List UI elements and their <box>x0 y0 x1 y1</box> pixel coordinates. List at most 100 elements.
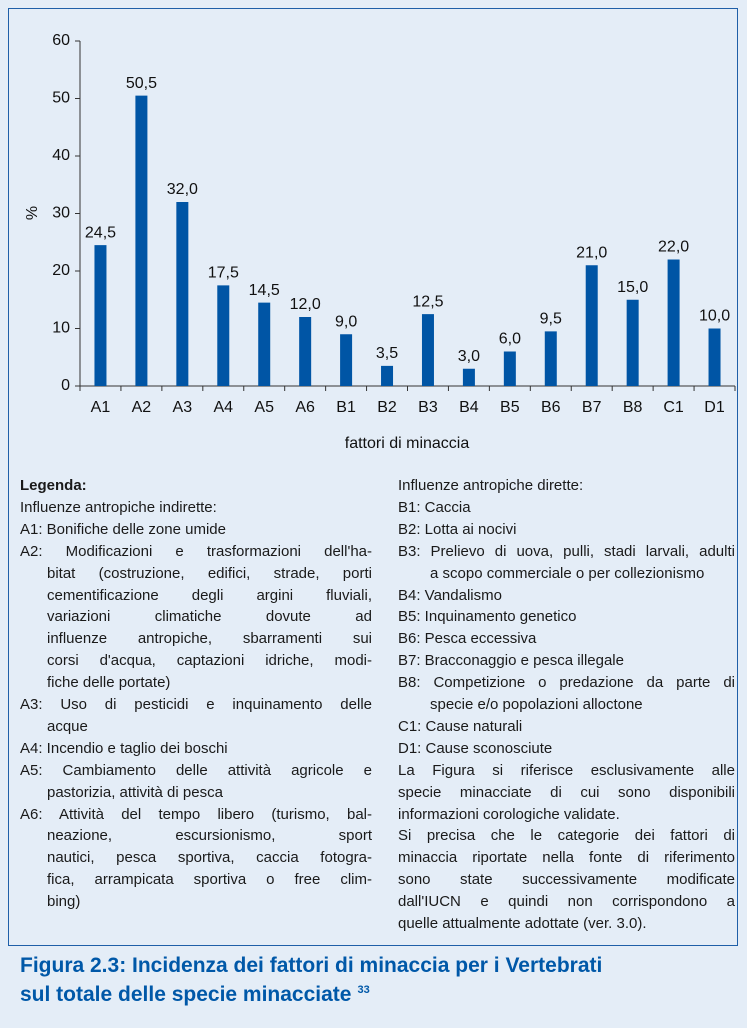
x-tick-label: B6 <box>541 399 561 416</box>
x-tick-label: B5 <box>500 399 520 416</box>
bar <box>462 368 475 386</box>
legend-line: B7: Bracconaggio e pesca illegale <box>398 652 624 670</box>
bar <box>544 331 557 386</box>
figure-frame <box>8 8 738 946</box>
value-label: 3,0 <box>458 348 480 365</box>
value-label: 32,0 <box>167 181 198 198</box>
x-tick-label: B8 <box>623 399 643 416</box>
bar <box>381 365 394 386</box>
x-tick-label: C1 <box>663 399 684 416</box>
bar <box>94 245 107 386</box>
bar <box>258 302 271 386</box>
bar <box>299 317 312 386</box>
bar <box>421 314 434 386</box>
value-label: 9,5 <box>540 311 562 328</box>
legend-line: specie e/o popolazioni alloctone <box>430 696 643 713</box>
legend-line: B5: Inquinamento genetico <box>398 608 577 626</box>
legend-line: specie minacciate di cui sono disponibil… <box>398 783 735 801</box>
bar <box>585 265 598 386</box>
x-tick-label: B3 <box>418 399 438 416</box>
value-label: 15,0 <box>617 279 648 296</box>
legend-line: A5: Cambiamento delle attività agricole … <box>20 761 372 779</box>
bar <box>176 202 189 386</box>
value-label: 6,0 <box>499 331 521 348</box>
value-label: 9,0 <box>335 313 357 330</box>
legend-line: B2: Lotta ai nocivi <box>398 520 517 538</box>
value-label: 12,0 <box>290 296 321 313</box>
value-label: 50,5 <box>126 75 157 92</box>
legend-line: a scopo commerciale o per collezionismo <box>430 564 705 582</box>
x-tick-label: B2 <box>377 399 397 416</box>
value-label: 3,5 <box>376 345 398 362</box>
bar <box>667 259 680 386</box>
legend-line: Si precisa che le categorie dei fattori … <box>398 827 735 845</box>
x-tick-label: A4 <box>213 399 233 416</box>
legend-line: B8: Competizione o predazione da parte d… <box>398 674 735 692</box>
legend-line: Influenze antropiche dirette: <box>398 477 584 494</box>
y-axis-label: % <box>24 206 41 220</box>
x-axis-label: fattori di minaccia <box>345 435 470 452</box>
y-tick-label: 0 <box>61 377 70 394</box>
bar <box>503 351 516 386</box>
value-label: 17,5 <box>208 265 239 282</box>
x-tick-label: B7 <box>582 399 602 416</box>
legend-line: Legenda: <box>20 477 87 494</box>
y-tick-label: 50 <box>52 90 70 107</box>
x-tick-label: A5 <box>254 399 274 416</box>
y-tick-label: 30 <box>52 205 70 222</box>
legend-line: sono state successivamente modificate <box>398 871 735 889</box>
y-tick-label: 40 <box>52 147 70 164</box>
legend-line: neazione, escursionismo, sport <box>47 827 372 845</box>
chart: % fattori di minaccia 0 10 20 30 40 50 60 A1 24,… <box>24 32 736 452</box>
caption-text: sul totale delle specie minacciate <box>20 983 352 1006</box>
legend-line: influenze antropiche, sbarramenti sui <box>47 630 372 648</box>
legend-line: A4: Incendio e taglio dei boschi <box>20 739 228 757</box>
legend-line: cementificazione degli argini fluviali, <box>47 586 372 604</box>
legend-line: fica, arrampicata sportiva o free clim- <box>47 871 372 889</box>
legend-line: minaccia riportate nella fonte di riferi… <box>398 849 735 867</box>
legend-line: fiche delle portate) <box>47 674 171 692</box>
legend-line: dall'IUCN e quindi non corrispondono a <box>398 893 735 911</box>
legend-line: A3: Uso di pesticidi e inquinamento dell… <box>20 696 372 713</box>
bar <box>135 95 148 386</box>
bar <box>626 299 639 386</box>
legend-line: La Figura si riferisce esclusivamente al… <box>398 761 735 779</box>
x-tick-label: B4 <box>459 399 479 416</box>
caption-line: Figura 2.3: Incidenza dei fattori di min… <box>20 954 602 978</box>
legend-line: B1: Caccia <box>398 498 471 516</box>
legend-line: A1: Bonifiche delle zone umide <box>20 520 226 538</box>
legend-line: pastorizia, attività di pesca <box>47 783 223 801</box>
x-tick-label: B1 <box>336 399 356 416</box>
legend-line: bing) <box>47 893 81 911</box>
value-label: 14,5 <box>249 282 280 299</box>
legend-line: A2: Modificazioni e trasformazioni dell'… <box>20 542 372 560</box>
legend-line: nautici, pesca sportiva, caccia fotogra- <box>47 849 372 867</box>
legend-line: acque <box>47 717 88 735</box>
legend-line: A6: Attività del tempo libero (turismo, … <box>20 805 372 823</box>
legend-line: B4: Vandalismo <box>398 586 502 604</box>
bar <box>708 328 721 386</box>
x-tick-label: A6 <box>295 399 315 416</box>
legend-line: B3: Prelievo di uova, pulli, stadi larva… <box>398 542 735 560</box>
legend-line: bitat (costruzione, edifici, strade, por… <box>47 564 372 582</box>
footnote-ref: 33 <box>357 984 370 996</box>
x-tick-label: A1 <box>91 399 111 416</box>
y-tick-label: 60 <box>52 32 70 49</box>
legend-line: corsi d'acqua, captazioni idriche, modi- <box>47 652 372 670</box>
value-label: 10,0 <box>699 308 730 325</box>
value-label: 22,0 <box>658 239 689 256</box>
legend-line: variazioni climatiche dovute ad <box>47 608 372 626</box>
bar <box>340 334 353 386</box>
legend-line: D1: Cause sconosciute <box>398 739 553 757</box>
y-tick-label: 10 <box>52 320 70 337</box>
caption-text: Figura 2.3: Incidenza dei fattori di min… <box>20 954 603 977</box>
legend-line: B6: Pesca eccessiva <box>398 630 537 648</box>
legend-line: C1: Cause naturali <box>398 717 523 735</box>
value-label: 21,0 <box>576 244 607 261</box>
legend-line: informazioni corologiche validate. <box>398 805 620 823</box>
bar <box>217 285 230 386</box>
legend-line: Influenze antropiche indirette: <box>20 498 217 516</box>
x-tick-label: A2 <box>132 399 152 416</box>
legend-line: quelle attualmente adottate (ver. 3.0). <box>398 915 647 932</box>
value-label: 24,5 <box>85 224 116 241</box>
